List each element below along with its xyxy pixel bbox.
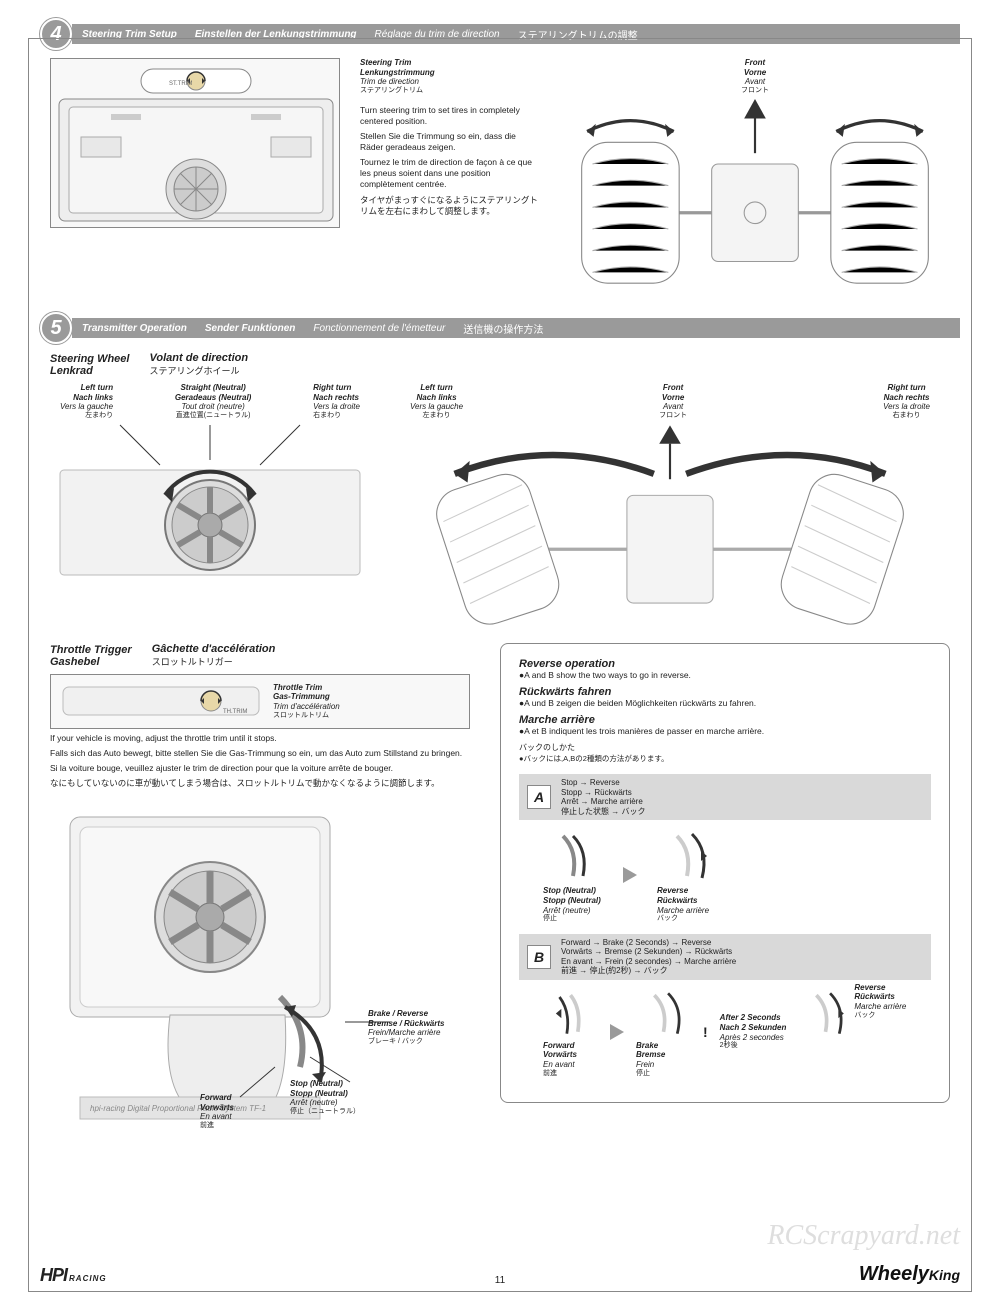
- stop-jp: 停止（ニュートラル）: [290, 1108, 360, 1116]
- fwd-en: Forward: [200, 1093, 234, 1103]
- tt-en: Throttle Trim: [273, 683, 340, 693]
- lt-fr: Vers la gauche: [60, 402, 113, 412]
- wheel-svg: [50, 420, 370, 580]
- fwd-de: Vorwärts: [200, 1103, 234, 1113]
- front-de: Vorne: [560, 68, 950, 78]
- tt-jp: スロットルトリム: [273, 712, 340, 720]
- transmitter-side-diagram: hpi-racing Digital Proportional Radio Sy…: [50, 797, 470, 1127]
- tires-centered-svg: [560, 99, 950, 294]
- br-fr: Frein/Marche arrière: [368, 1028, 444, 1038]
- lt-en: Left turn: [60, 383, 113, 393]
- st-trim-text: ST.TRIM: [169, 81, 192, 87]
- page-footer: HPIRACING 11 WheelyKing: [40, 1263, 960, 1286]
- b-rev-fr: Marche arrière: [854, 1002, 924, 1012]
- b-rev-jp: バック: [854, 1012, 924, 1020]
- stop-fr: Arrêt (neutre): [290, 1098, 360, 1108]
- front-jp: フロント: [560, 87, 950, 95]
- transmitter-top-svg: ST.TRIM: [51, 59, 340, 228]
- svg-text:hpi-racing Digital Proportion: hpi-racing Digital Proportional Radio Sy…: [90, 1104, 266, 1113]
- fwd-jp: 前進: [200, 1122, 234, 1130]
- lt-jp: 左まわり: [60, 412, 113, 420]
- st-de: Geradeaus (Neutral): [175, 393, 251, 403]
- front-fr: Avant: [560, 77, 950, 87]
- th-trim-svg: TH.TRIM: [61, 681, 261, 721]
- steering-wheel-diagram: Left turn Nach links Vers la gauche 左まわり…: [50, 383, 370, 625]
- step4-tires-diagram: Front Vorne Avant フロント: [560, 58, 950, 294]
- hpi-logo: HPIRACING: [40, 1265, 107, 1286]
- tt-fr: Trim d'accélération: [273, 702, 340, 712]
- rt-jp: 右まわり: [313, 412, 360, 420]
- rt-en: Right turn: [313, 383, 360, 393]
- stop-de: Stopp (Neutral): [290, 1089, 360, 1099]
- stop-en: Stop (Neutral): [290, 1079, 360, 1089]
- fwd-fr: En avant: [200, 1112, 234, 1122]
- b-rev-de: Rückwärts: [854, 992, 924, 1002]
- st-en: Straight (Neutral): [175, 383, 251, 393]
- rt-de: Nach rechts: [313, 393, 360, 403]
- st-fr: Tout droit (neutre): [175, 402, 251, 412]
- tt-de: Gas-Trimmung: [273, 692, 340, 702]
- b-rev-en: Reverse: [854, 983, 924, 993]
- wheely-king-logo: WheelyKing: [859, 1263, 960, 1286]
- rt-fr: Vers la droite: [313, 402, 360, 412]
- page-number: 11: [495, 1275, 505, 1286]
- br-en: Brake / Reverse: [368, 1009, 444, 1019]
- lt-de: Nach links: [60, 393, 113, 403]
- throttle-trim-box: TH.TRIM Throttle Trim Gas-Trimmung Trim …: [50, 674, 470, 729]
- front-en: Front: [560, 58, 950, 68]
- br-jp: ブレーキ / バック: [368, 1038, 444, 1046]
- svg-text:TH.TRIM: TH.TRIM: [223, 709, 247, 715]
- st-jp: 直進位置(ニュートラル): [175, 412, 251, 420]
- br-de: Bremse / Rückwärts: [368, 1019, 444, 1029]
- tx-side-svg: hpi-racing Digital Proportional Radio Sy…: [50, 797, 470, 1127]
